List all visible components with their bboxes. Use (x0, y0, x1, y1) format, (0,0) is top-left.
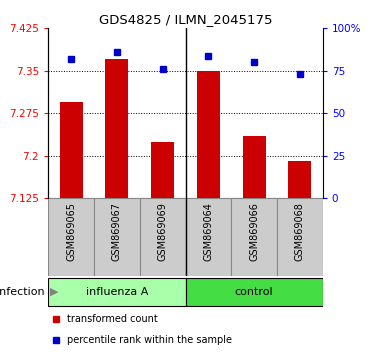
Bar (243, 136, 266, 198)
Text: ▶: ▶ (50, 287, 59, 297)
Text: influenza A: influenza A (86, 287, 148, 297)
Bar (140, 198, 186, 276)
Text: GSM869065: GSM869065 (66, 202, 76, 261)
Bar (186, 198, 231, 276)
Text: control: control (235, 287, 273, 297)
Bar (151, 142, 174, 198)
Text: GSM869069: GSM869069 (158, 202, 168, 261)
Bar (48, 198, 94, 276)
Title: GDS4825 / ILMN_2045175: GDS4825 / ILMN_2045175 (99, 13, 272, 26)
Text: GSM869066: GSM869066 (249, 202, 259, 261)
Text: infection: infection (0, 287, 45, 297)
Text: GSM869064: GSM869064 (203, 202, 213, 261)
Text: transformed count: transformed count (68, 314, 158, 324)
Bar (60, 102, 82, 198)
Text: GSM869068: GSM869068 (295, 202, 305, 261)
Bar (289, 161, 311, 198)
Bar (105, 59, 128, 198)
Text: percentile rank within the sample: percentile rank within the sample (68, 335, 233, 345)
Bar (231, 198, 277, 276)
Text: GSM869067: GSM869067 (112, 202, 122, 261)
Bar (186, 278, 323, 306)
Bar (94, 198, 140, 276)
Bar (277, 198, 323, 276)
Bar (197, 71, 220, 198)
Bar (48, 278, 186, 306)
